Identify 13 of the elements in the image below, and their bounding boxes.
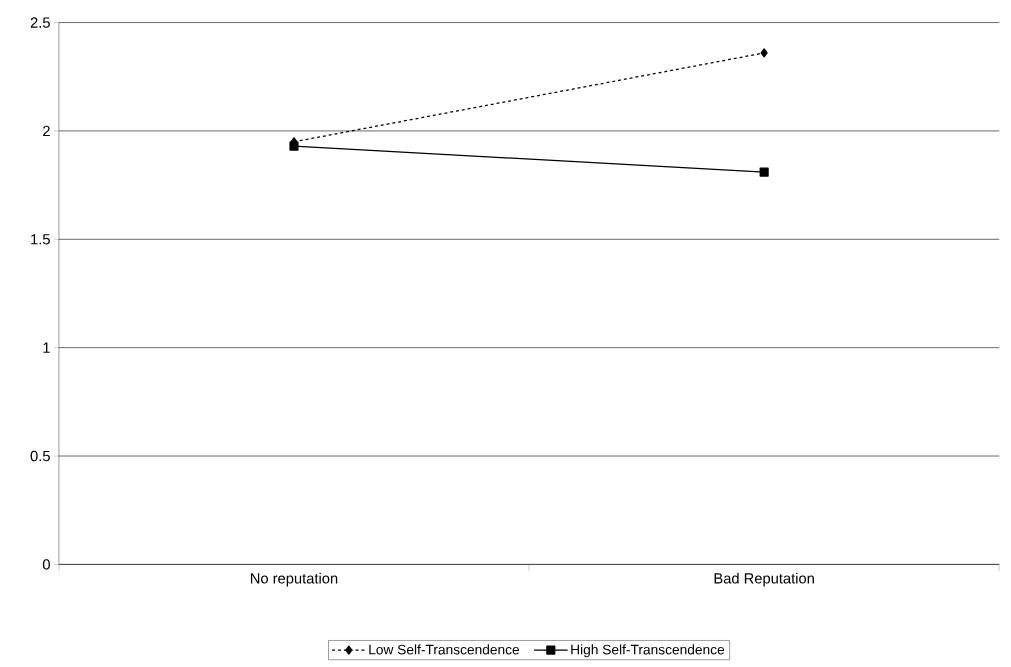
point bbox=[289, 141, 299, 151]
point bbox=[760, 48, 768, 58]
legend-label: High Self-Transcendence bbox=[571, 644, 725, 657]
y-tick-label: 2.5 bbox=[30, 17, 50, 28]
y-tick-label: 1 bbox=[43, 342, 50, 353]
y-tick-label: 2 bbox=[43, 125, 50, 136]
x-tick-label: Bad Reputation bbox=[714, 572, 814, 587]
x-tick-label: No reputation bbox=[250, 572, 338, 587]
y-tick-label: 0 bbox=[42, 558, 50, 570]
point bbox=[759, 167, 769, 177]
y-tick-label: 0.5 bbox=[30, 450, 50, 462]
legend-label: Low Self-Transcendence bbox=[369, 644, 520, 655]
y-tick-label: 1.5 bbox=[31, 233, 50, 245]
